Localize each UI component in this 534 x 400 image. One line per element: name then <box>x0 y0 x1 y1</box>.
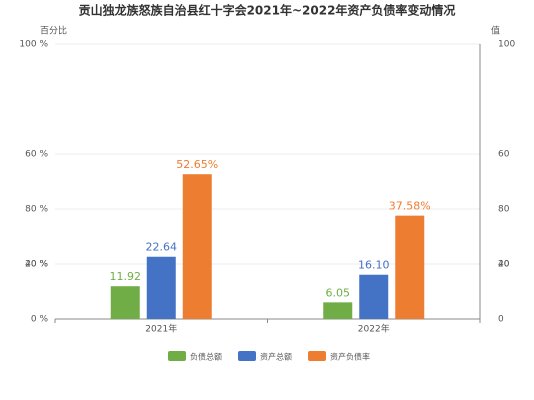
y-tick-label: 80 <box>498 205 510 215</box>
data-label: 16.10 <box>358 259 390 272</box>
y-tick-label: 0 <box>498 315 504 325</box>
bar <box>110 286 140 319</box>
y-tick-label: 60 % <box>25 150 48 160</box>
legend-swatch <box>168 351 186 361</box>
y2-axis-label: 值 <box>491 25 500 37</box>
chart-title: 贡山独龙族怒族自治县红十字会2021年~2022年资产负债率变动情况 <box>79 3 456 18</box>
y-tick-label: 20 <box>498 260 510 270</box>
legend-swatch <box>308 351 326 361</box>
legend-label: 资产负债率 <box>330 352 370 362</box>
legend-label: 负债总额 <box>190 352 222 362</box>
x-tick-label: 2021年 <box>145 323 177 335</box>
y-tick-label: 60 <box>498 150 510 160</box>
bar <box>359 274 389 319</box>
data-label: 52.65% <box>176 158 218 171</box>
x-tick-label: 2022年 <box>358 323 390 335</box>
data-label: 37.58% <box>389 200 431 213</box>
y-axis-label: 百分比 <box>40 25 67 37</box>
bar <box>395 215 425 319</box>
bar <box>323 302 353 319</box>
y-tick-label: 80 % <box>25 205 48 215</box>
y-tick-label: 0 % <box>31 315 49 325</box>
bar <box>182 174 212 319</box>
y-tick-label: 40 % <box>25 260 48 270</box>
bar <box>146 256 176 319</box>
data-label: 11.92 <box>110 270 142 283</box>
legend-swatch <box>238 351 256 361</box>
y-tick-label: 20 % <box>25 260 48 270</box>
data-label: 6.05 <box>326 286 351 299</box>
data-label: 22.64 <box>146 241 178 254</box>
y-tick-label: 100 <box>498 40 515 50</box>
y-tick-label: 40 <box>498 260 510 270</box>
y-tick-label: 100 % <box>19 40 48 50</box>
legend-label: 资产总额 <box>260 352 292 362</box>
